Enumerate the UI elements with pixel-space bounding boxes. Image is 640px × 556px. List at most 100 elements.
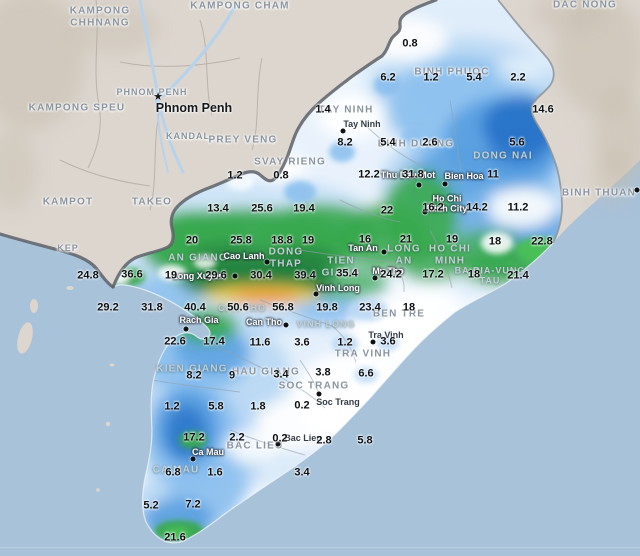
rain-value: 39.4 <box>294 269 316 282</box>
rain-value: 17.2 <box>422 268 444 281</box>
rain-value: 19 <box>301 234 315 247</box>
rain-value: 2.2 <box>510 71 526 84</box>
city-label: Bac Lieu <box>284 432 322 443</box>
rain-value: 3.6 <box>380 335 396 348</box>
rain-value: 9 <box>228 369 236 382</box>
rain-value: 29.2 <box>97 301 119 314</box>
rain-value: 17.2 <box>183 431 205 444</box>
city-marker-dot[interactable] <box>381 249 387 255</box>
city-label: Long Xuyen <box>172 270 224 281</box>
province-label: KAMPONG CHHNANG <box>69 5 131 29</box>
city-label: Tan An <box>348 242 378 253</box>
city-label: Phnom Penh <box>155 100 233 115</box>
rain-value: 14.6 <box>532 103 554 116</box>
rain-value: 21 <box>399 233 413 246</box>
rain-value: 2.2 <box>229 431 245 444</box>
rain-value: 3.6 <box>294 336 310 349</box>
rain-value: 5.2 <box>143 499 159 512</box>
province-label: KAMPOT <box>42 196 94 208</box>
rain-value: 19.8 <box>316 301 338 314</box>
province-label: PHNOM PENH <box>116 86 188 97</box>
city-marker-dot[interactable] <box>190 456 196 462</box>
province-label: AN GIANG <box>168 252 228 264</box>
rain-value: 56.8 <box>272 301 294 314</box>
rain-value: 3.8 <box>315 366 331 379</box>
rain-value: 16 <box>358 233 372 246</box>
city-label: My Tho <box>372 265 404 276</box>
rain-value: 18 <box>488 235 502 248</box>
rain-value: 17.4 <box>203 335 225 348</box>
rain-value: 5.8 <box>208 400 224 413</box>
province-label: VINH LONG <box>296 318 356 329</box>
rain-value: 1.8 <box>250 400 266 413</box>
city-label: Ca Mau <box>191 446 225 457</box>
rain-value: 35.4 <box>336 267 358 280</box>
rain-value: 25.8 <box>230 234 252 247</box>
city-label: Soc Trang <box>316 396 360 407</box>
city-marker-dot[interactable] <box>634 187 640 193</box>
rain-value: 1.2 <box>423 71 439 84</box>
rain-value: 11.2 <box>507 201 529 214</box>
city-marker-dot[interactable] <box>442 181 448 187</box>
rain-value: 18.8 <box>271 234 293 247</box>
rain-value: 19 <box>445 233 459 246</box>
rain-value: 40.4 <box>184 301 206 314</box>
capital-star-icon[interactable]: ★ <box>153 90 163 103</box>
rain-value: 0.8 <box>402 37 418 50</box>
city-marker-dot[interactable] <box>340 128 346 134</box>
rain-value: 11 <box>487 168 499 181</box>
rain-value: 1.6 <box>207 466 223 479</box>
city-marker-dot[interactable] <box>183 326 189 332</box>
province-label: KAMPONG SPEU <box>28 102 126 114</box>
province-label: KEP <box>57 242 79 253</box>
city-marker-dot[interactable] <box>313 291 319 297</box>
city-marker-dot[interactable] <box>416 182 422 188</box>
islands <box>17 286 115 492</box>
city-marker-dot[interactable] <box>275 441 281 447</box>
rain-value: 3.4 <box>273 368 289 381</box>
rain-value: 24.8 <box>77 269 99 282</box>
rain-value: 21.4 <box>507 269 529 282</box>
rain-value: 19.4 <box>293 202 315 215</box>
province-label: BINH PHUOC <box>414 66 490 78</box>
city-marker-dot[interactable] <box>370 339 376 345</box>
city-marker-dot[interactable] <box>422 209 428 215</box>
province-borders-kh <box>59 0 263 211</box>
province-label: BEN TRE <box>372 308 426 320</box>
province-label: DONG NAI <box>473 150 533 162</box>
city-marker-dot[interactable] <box>283 322 289 328</box>
rain-value: 1.4 <box>315 103 331 116</box>
city-label: Cao Lanh <box>223 250 265 261</box>
province-label: TAKEO <box>131 196 173 208</box>
rain-value: 24.2 <box>380 268 402 281</box>
rain-value: 50.6 <box>227 301 249 314</box>
city-label: Ho Chi Minh City <box>426 193 468 214</box>
province-label: TRA VINH <box>334 348 392 360</box>
rain-value: 22 <box>380 204 394 217</box>
international-border <box>111 0 438 289</box>
city-marker-dot[interactable] <box>232 273 238 279</box>
rain-value: 20 <box>185 234 199 247</box>
rain-value: 29.6 <box>205 269 227 282</box>
city-label: Can Tho <box>246 316 282 327</box>
rain-value: 5.4 <box>380 136 396 149</box>
city-marker-dot[interactable] <box>264 259 270 265</box>
coastline <box>112 242 554 544</box>
province-label: TIEN GIANG <box>321 255 361 279</box>
city-label: Tay Ninh <box>343 118 381 129</box>
city-marker-dot[interactable] <box>372 275 378 281</box>
rain-value: 5.4 <box>466 71 482 84</box>
rain-value: 3.4 <box>294 466 310 479</box>
rain-value: 5.8 <box>357 434 373 447</box>
rain-value: 1.2 <box>227 169 243 182</box>
city-marker-dot[interactable] <box>316 391 322 397</box>
rain-value: 2.6 <box>422 136 438 149</box>
province-label: BAC LIEU <box>226 440 284 452</box>
rain-value: 12.2 <box>358 168 380 181</box>
rain-value: 2.8 <box>316 434 332 447</box>
rain-value: 36.6 <box>121 268 143 281</box>
province-label: KANDAL <box>166 130 210 141</box>
